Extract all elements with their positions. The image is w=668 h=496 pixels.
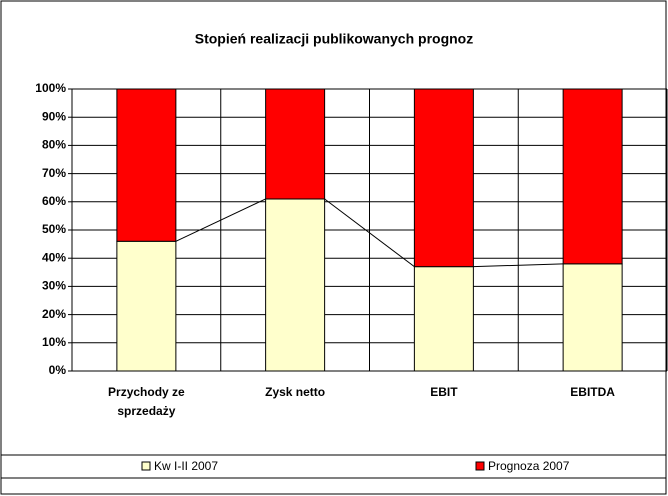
y-tick-label: 90% [42,109,66,123]
y-tick-label: 30% [42,279,66,293]
y-tick-label: 0% [49,363,67,377]
bar-segment [265,88,326,200]
y-tick-label: 50% [42,222,66,236]
y-tick-label: 20% [42,307,66,321]
y-tick-label: 40% [42,250,66,264]
legend-swatch [475,461,485,471]
y-tick-label: 80% [42,138,66,152]
legend-label: Prognoza 2007 [488,459,570,473]
series-line [324,198,415,268]
x-tick-label: EBITDA [570,385,615,399]
legend-label: Kw I-II 2007 [154,459,218,473]
bar-segment [562,263,623,372]
series-line [175,198,266,242]
chart-title: Stopień realizacji publikowanych prognoz [195,31,473,47]
y-tick-label: 100% [35,81,66,95]
x-tick-label: Zysk netto [265,385,326,399]
legend-swatch [141,461,151,471]
x-tick-label: Przychody ze sprzedaży [108,385,185,418]
bar-segment [413,266,474,372]
bar-segment [116,240,177,372]
y-tick-label: 10% [42,335,66,349]
bar-segment [413,88,474,268]
y-tick-label: 60% [42,194,66,208]
y-tick-label: 70% [42,166,66,180]
bar-segment [562,88,623,265]
series-line [473,263,564,268]
bar-segment [265,198,326,372]
x-tick-label: EBIT [430,385,458,399]
bar-segment [116,88,177,242]
